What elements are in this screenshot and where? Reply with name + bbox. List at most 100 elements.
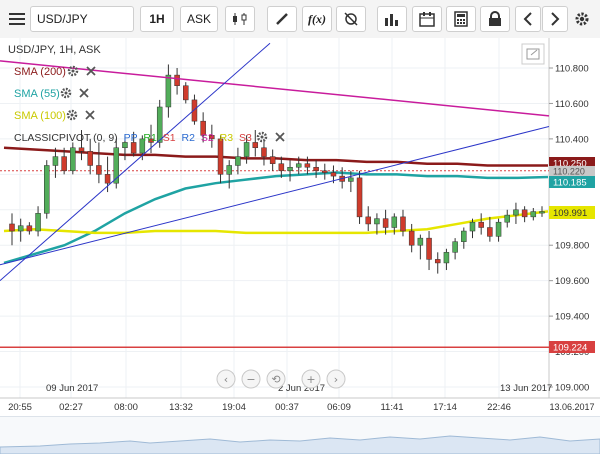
candle-body (235, 156, 241, 166)
candle (322, 163, 328, 180)
calendar-icon (419, 12, 435, 27)
tag-s1: 109.224 (553, 343, 587, 354)
trendline-steep (0, 42, 271, 282)
candle-body (478, 221, 484, 228)
candle (252, 130, 259, 157)
time-label: 06:09 (327, 402, 351, 413)
instrument-selector[interactable]: USD/JPY (30, 6, 134, 32)
legend-sma55[interactable]: SMA (55) (14, 88, 60, 100)
candle-body (495, 221, 502, 237)
chevron-right-icon (551, 12, 560, 26)
price-type-button[interactable]: ASK (180, 6, 218, 32)
calculator-button[interactable] (446, 6, 476, 32)
calendar-button[interactable] (412, 6, 442, 32)
settings-button[interactable] (570, 6, 594, 32)
candle (530, 208, 537, 221)
candle (356, 170, 363, 224)
zoom-controls: ‹ − ⟲ + › (216, 369, 346, 389)
candle (44, 160, 50, 219)
candle-body (304, 163, 311, 168)
sma200-line (3, 146, 548, 167)
candle-body (200, 120, 206, 136)
navigator-panel[interactable] (0, 416, 600, 454)
candle-body (243, 142, 250, 157)
candle (365, 206, 371, 232)
zoom-left-button[interactable]: ‹ (216, 369, 236, 389)
legend-gear-icon[interactable] (256, 131, 268, 143)
legend-sma200[interactable]: SMA (200) (14, 66, 66, 78)
time-label: 19:04 (222, 402, 246, 413)
candle-body (148, 138, 154, 143)
candle (122, 135, 128, 161)
crosshair-tool-button[interactable] (336, 6, 366, 32)
candle-body (191, 99, 198, 122)
candle (87, 138, 93, 175)
legend-gear-icon[interactable] (67, 65, 79, 77)
price-chart[interactable]: 110.800110.600110.400110.200110.000109.8… (0, 38, 600, 416)
pivot-r1: R1 (143, 132, 157, 144)
draw-tool-button[interactable] (267, 6, 297, 32)
candle-body (521, 209, 528, 218)
chart-legend: USD/JPY, 1H, ASK SMA (200) SMA (55) SMA … (8, 44, 285, 144)
candle-body (278, 163, 285, 172)
legend-sma100[interactable]: SMA (100) (14, 110, 66, 122)
navigator-area (0, 435, 600, 454)
time-label: 13:32 (169, 402, 193, 413)
candlestick-icon (233, 13, 247, 25)
legend-gear-icon[interactable] (60, 87, 72, 99)
candle (487, 216, 493, 242)
svg-text:−: − (246, 373, 255, 386)
svg-text:CLASSICPIVOT (0, 9) PP: CLASSICPIVOT (0, 9) PP R1 S1 R2 S2 R3 S3 (14, 132, 252, 144)
tag-pivot: 110.220 (553, 167, 585, 177)
legend-title: USD/JPY, 1H, ASK (8, 44, 101, 56)
legend-pivot[interactable]: CLASSICPIVOT (0, 9) PP R1 S1 R2 S2 R3 S3 (14, 132, 252, 144)
candle (295, 156, 302, 175)
legend-close-icon[interactable] (85, 110, 95, 120)
price-tick-label: 109.600 (555, 276, 589, 287)
candle-body (382, 218, 389, 228)
chart-style-button[interactable] (225, 6, 255, 32)
expand-chart-button[interactable] (521, 43, 545, 65)
expand-icon (526, 48, 540, 60)
pivot-s1: S1 (163, 132, 176, 144)
zoom-out-button[interactable]: − (241, 369, 261, 389)
eraser-icon (344, 12, 358, 26)
tag-sma200: 110.250 (553, 159, 587, 170)
indicators-button[interactable]: f(x) (302, 6, 332, 32)
candle-body (269, 156, 276, 164)
volume-button[interactable] (377, 6, 407, 32)
time-label: 02:27 (59, 402, 83, 413)
scroll-right-button[interactable] (542, 6, 568, 32)
candle (408, 223, 415, 253)
legend-gear-icon[interactable] (66, 109, 78, 121)
time-label: 20:55 (8, 402, 32, 413)
zoom-in-button[interactable]: + (301, 369, 321, 389)
candle (174, 68, 180, 95)
menu-button[interactable] (6, 6, 28, 32)
candle (417, 234, 424, 260)
pencil-icon (276, 13, 288, 25)
price-tick-label: 109.400 (555, 312, 589, 323)
candle (113, 138, 120, 189)
candle (235, 147, 241, 175)
zoom-reset-button[interactable]: ⟲ (266, 369, 286, 389)
legend-close-icon[interactable] (79, 88, 89, 98)
candle (183, 82, 189, 104)
pivot-pp: PP (124, 132, 138, 144)
legend-close-icon[interactable] (275, 132, 285, 142)
candle-body (434, 259, 441, 264)
price-tick-label: 110.400 (555, 134, 589, 145)
lock-button[interactable] (480, 6, 510, 32)
scroll-left-button[interactable] (515, 6, 541, 32)
time-label: 13.06.2017 (549, 402, 594, 412)
price-tick-label: 110.800 (555, 64, 589, 75)
zoom-right-button[interactable]: › (326, 369, 346, 389)
legend-close-icon[interactable] (86, 66, 96, 76)
timeframe-button[interactable]: 1H (140, 6, 174, 32)
candle (313, 160, 319, 178)
candle (287, 160, 293, 182)
candle (374, 213, 380, 235)
time-label: 17:14 (433, 402, 457, 413)
candle-body (252, 142, 259, 149)
candle (52, 147, 59, 178)
